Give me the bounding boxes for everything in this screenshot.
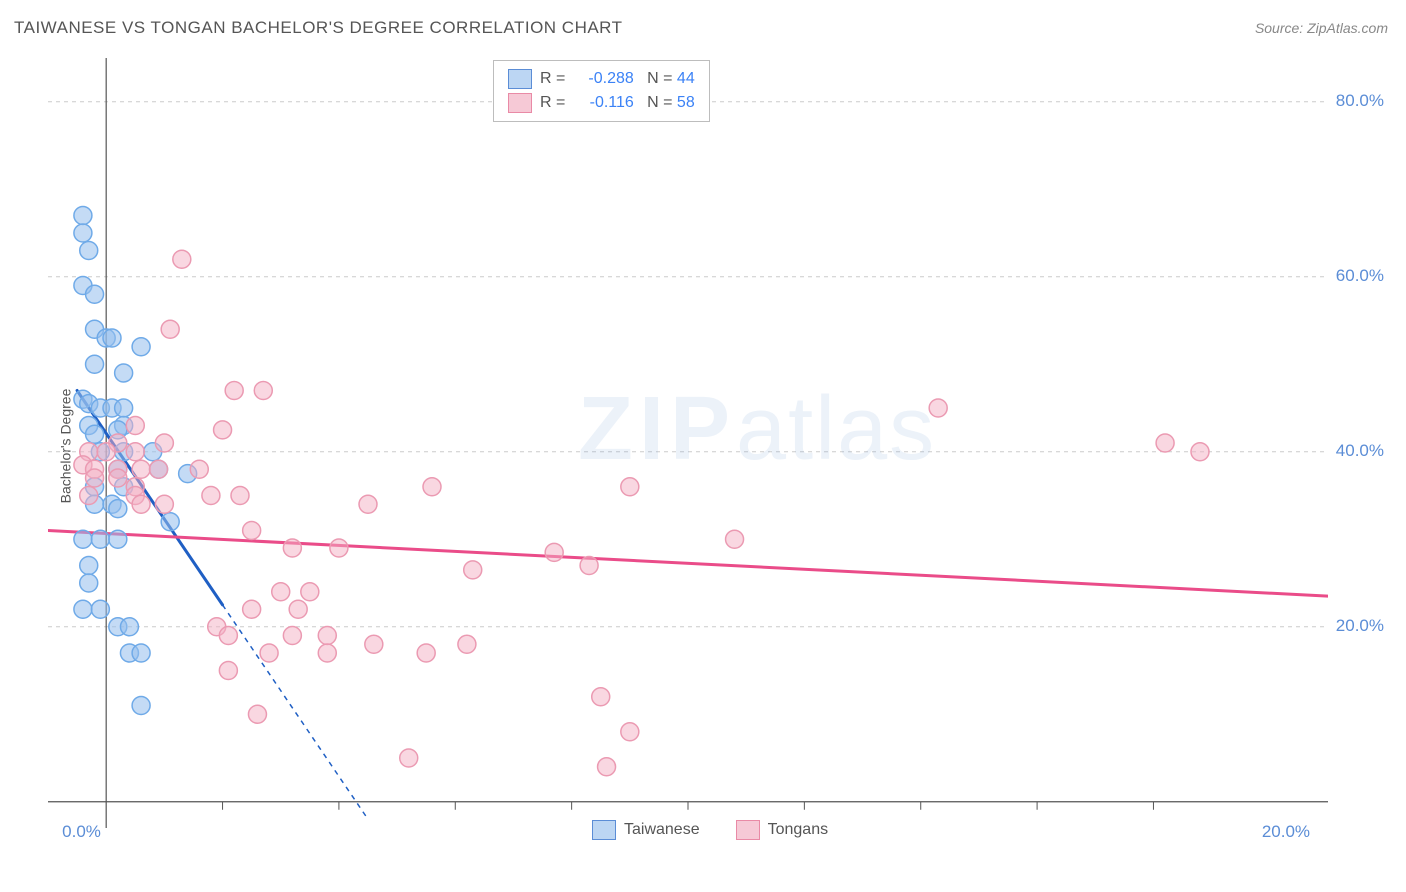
x-tick-label: 20.0% <box>1262 822 1310 842</box>
legend-swatch <box>508 69 532 89</box>
x-tick-label: 0.0% <box>62 822 101 842</box>
chart-title: TAIWANESE VS TONGAN BACHELOR'S DEGREE CO… <box>14 18 623 38</box>
legend-r-value: -0.288 <box>570 67 634 91</box>
y-tick-label: 40.0% <box>1336 441 1384 461</box>
source-label: Source: ZipAtlas.com <box>1255 20 1388 36</box>
correlation-legend: R = -0.288 N = 44R = -0.116 N = 58 <box>493 60 710 122</box>
legend-swatch <box>592 820 616 840</box>
legend-n-label: N = <box>634 94 677 111</box>
legend-swatch <box>736 820 760 840</box>
legend-n-value: 58 <box>677 91 695 115</box>
series-legend: Taiwanese Tongans <box>592 820 828 840</box>
legend-r-label: R = <box>540 70 570 87</box>
legend-r-label: R = <box>540 94 570 111</box>
plot-area: ZIPatlas R = -0.288 N = 44R = -0.116 N =… <box>48 58 1328 828</box>
scatter-svg <box>48 58 1328 828</box>
y-tick-label: 60.0% <box>1336 266 1384 286</box>
legend-swatch <box>508 93 532 113</box>
legend-series-name: Taiwanese <box>624 821 700 838</box>
legend-r-value: -0.116 <box>570 91 634 115</box>
legend-row: R = -0.288 N = 44 <box>508 67 695 91</box>
y-tick-label: 20.0% <box>1336 616 1384 636</box>
legend-n-label: N = <box>634 70 677 87</box>
y-tick-label: 80.0% <box>1336 91 1384 111</box>
legend-n-value: 44 <box>677 67 695 91</box>
legend-series-name: Tongans <box>768 821 829 838</box>
legend-row: R = -0.116 N = 58 <box>508 91 695 115</box>
